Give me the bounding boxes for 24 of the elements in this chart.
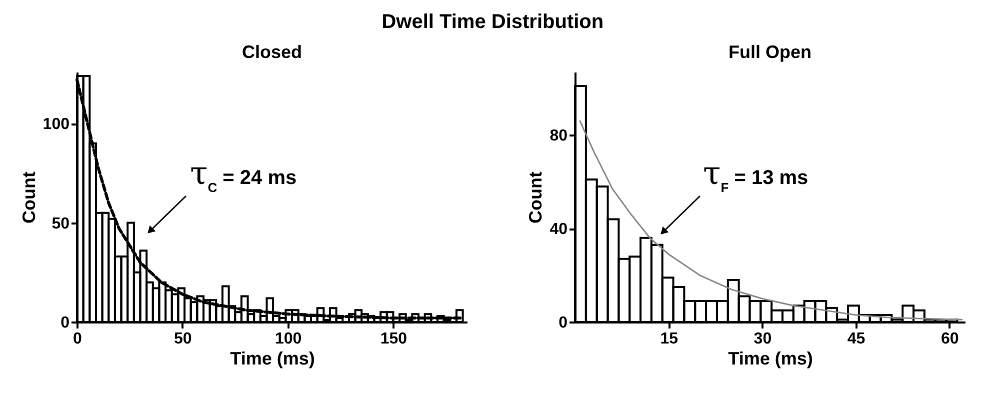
y-axis-title: Count — [526, 172, 546, 224]
x-tick-label: 0 — [73, 330, 82, 348]
chart-title: Closed — [242, 42, 302, 62]
x-tick-label: 60 — [941, 330, 959, 348]
y-tick-label: 50 — [52, 215, 70, 232]
x-tick-label: 15 — [660, 330, 678, 348]
y-tick-label: 0 — [558, 314, 568, 332]
x-tick-label: 150 — [380, 330, 408, 348]
y-tick-label: 0 — [60, 314, 70, 332]
y-axis-title: Count — [18, 172, 39, 224]
x-axis-title: Time (ms) — [728, 348, 813, 368]
x-tick-label: 100 — [274, 330, 302, 348]
annotation: τ$_{C}$ = 24 ms — [190, 154, 297, 194]
text: Dwell Time Distribution — [382, 11, 604, 33]
chart-title: Full Open — [728, 42, 812, 62]
x-tick-label: 50 — [174, 330, 192, 348]
line-series — [579, 120, 963, 320]
y-tick-label: 100 — [42, 116, 70, 134]
y-tick-label: 40 — [550, 221, 568, 238]
y-tick-label: 80 — [550, 128, 568, 145]
annotation: τ$_{F}$ = 13 ms — [703, 154, 808, 194]
x-axis-title: Time (ms) — [230, 348, 315, 368]
x-tick-label: 45 — [847, 330, 866, 348]
x-tick-label: 30 — [754, 330, 772, 348]
